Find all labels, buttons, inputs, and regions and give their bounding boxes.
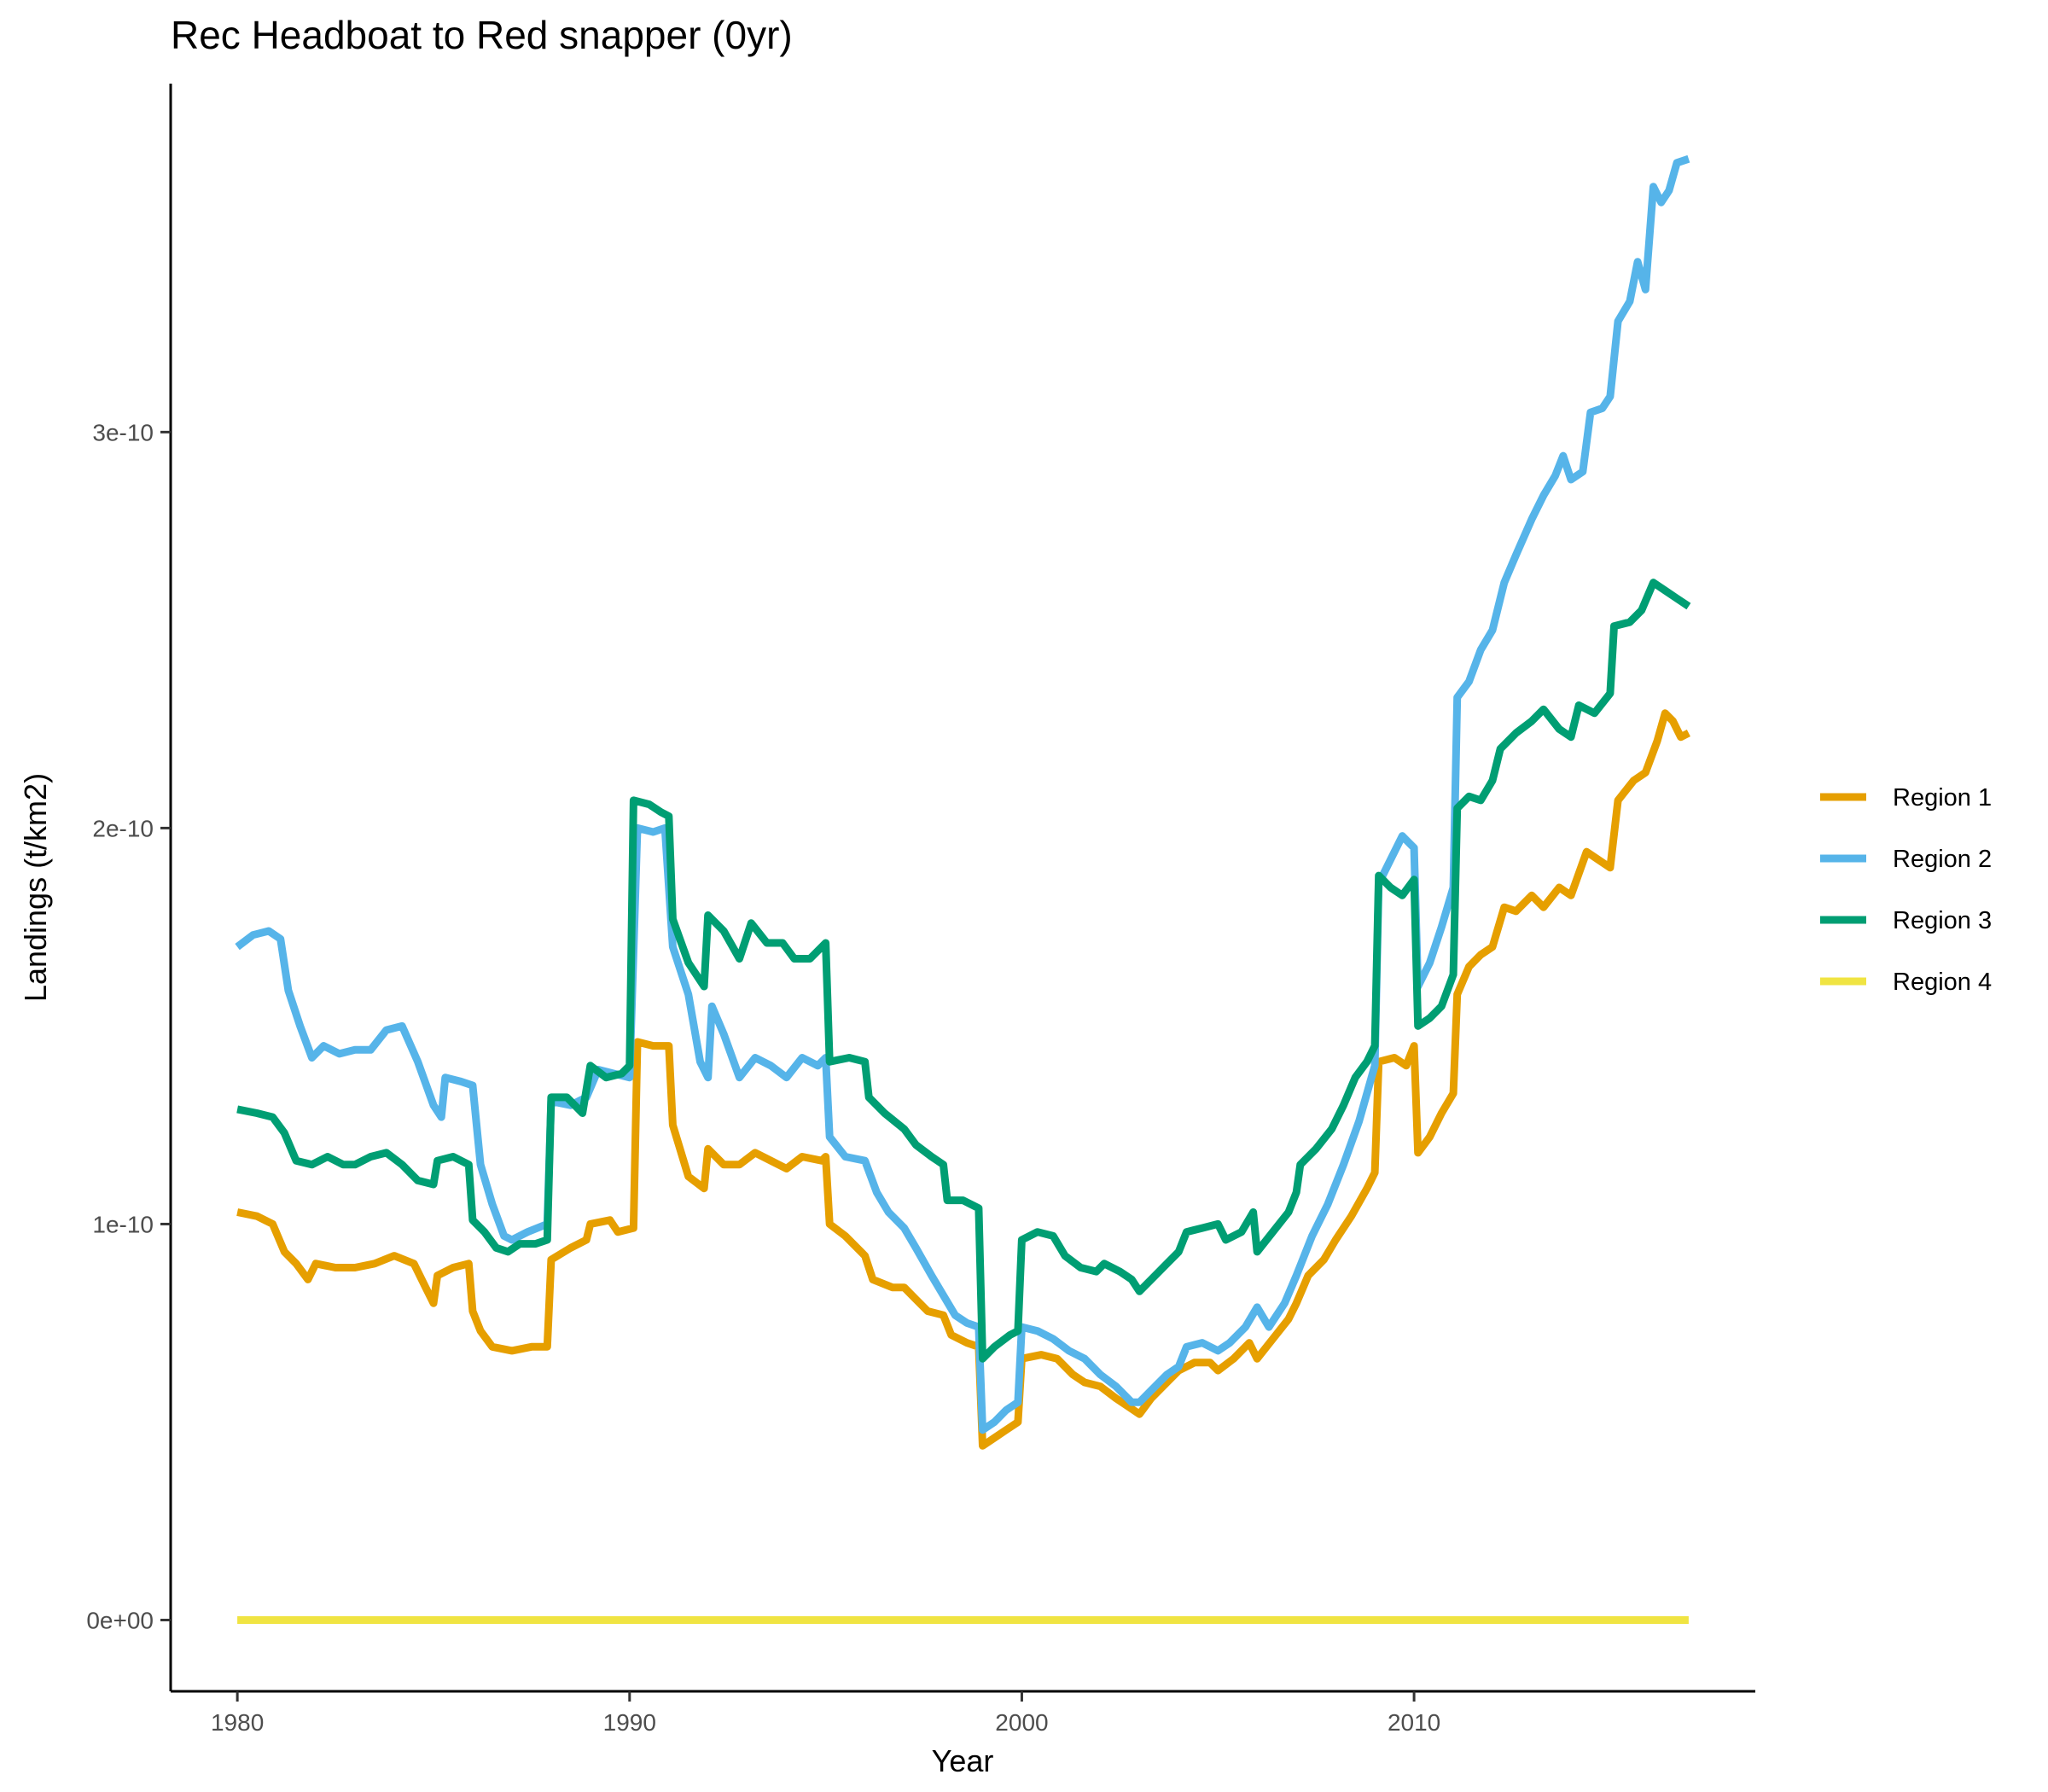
- legend: Region 1 Region 2 Region 3 Region 4: [1820, 784, 1992, 996]
- legend-label-region-2: Region 2: [1893, 846, 1992, 873]
- y-tick-label: 1e-10: [92, 1211, 154, 1237]
- legend-label-region-3: Region 3: [1893, 907, 1992, 934]
- legend-label-region-4: Region 4: [1893, 969, 1992, 996]
- x-tick-label: 1980: [211, 1709, 264, 1736]
- series-line-region-3: [236, 579, 1691, 1363]
- series-layer: [235, 154, 1691, 1624]
- legend-label-region-1: Region 1: [1893, 784, 1992, 812]
- x-axis-title: Year: [932, 1743, 994, 1778]
- x-tick-label: 2010: [1388, 1709, 1440, 1736]
- series-line-region-1: [236, 709, 1690, 1450]
- y-axis-ticks: 0e+00 1e-10 2e-10 3e-10: [86, 419, 171, 1633]
- y-tick-label: 3e-10: [92, 419, 154, 445]
- x-tick-label: 1990: [603, 1709, 656, 1736]
- x-tick-label: 2000: [995, 1709, 1048, 1736]
- chart-title: Rec Headboat to Red snapper (0yr): [171, 13, 793, 57]
- y-axis-title: Landings (t/km2): [18, 773, 53, 1002]
- y-tick-label: 2e-10: [92, 815, 154, 841]
- y-tick-label: 0e+00: [86, 1607, 154, 1633]
- x-axis-ticks: 1980 1990 2000 2010: [211, 1691, 1440, 1736]
- series-line-region-2: [235, 154, 1690, 1434]
